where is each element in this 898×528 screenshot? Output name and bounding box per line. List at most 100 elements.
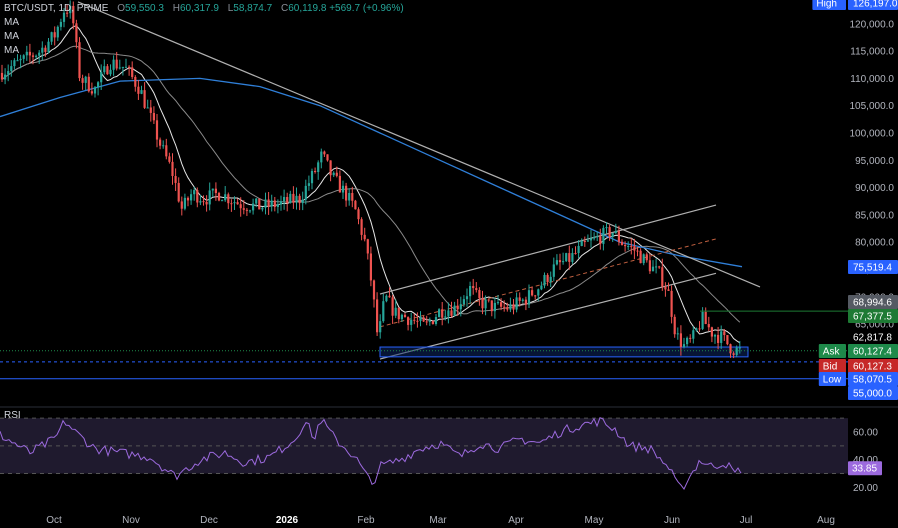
candle-body [199,201,202,203]
low-value: 58,874.7 [233,3,273,14]
candle-body [397,307,400,320]
candle-body [379,321,382,333]
price-label-value: 55,000.0 [853,389,892,400]
candle-body [230,203,233,205]
candle-body [723,331,726,336]
candle-body [304,185,307,200]
price-label-box [848,344,898,358]
price-label-box [848,295,898,309]
candle-body [686,337,689,345]
candle-body [10,66,13,72]
candle-body [676,333,679,335]
candle-body [75,23,78,43]
candle-body [279,201,283,205]
candle-body [633,246,636,251]
rsi-label[interactable]: RSI [4,410,21,421]
candle-body [78,42,81,79]
candle-body [552,264,555,277]
candle-body [292,193,295,203]
candle-body [59,21,62,27]
candle-body [211,188,214,191]
candle-body [363,234,366,240]
candle-body [190,194,193,201]
low-label: L [227,3,234,14]
candle-body [372,280,376,300]
candle-body [252,203,255,211]
candle-body [673,316,676,335]
candle-body [28,51,31,56]
candle-body [38,52,41,56]
y-tick-label: 100,000.0 [850,129,895,140]
x-tick-label: Mar [429,515,447,526]
open-value: 59,550.3 [125,3,164,14]
candle-body [295,195,298,203]
candle-body [233,202,236,204]
candle-body [484,299,487,309]
candle-body [422,317,425,322]
candle-body [720,331,723,343]
channel-upper [379,204,717,295]
symbol-label: BTC/USDT, 1D, PRIME [4,3,109,14]
price-label-box [848,0,898,10]
candle-body [540,285,543,290]
candle-body [667,289,670,291]
candle-body [196,190,199,203]
candle-body [394,307,397,316]
x-tick-label: Feb [357,515,375,526]
candle-body [704,311,707,325]
candle-body [568,253,571,262]
candle-body [627,246,630,248]
candle-body [205,201,208,205]
candle-body [698,328,701,330]
candle-body [310,170,314,184]
high-value: 60,317.9 [179,3,219,14]
candle-body [335,172,338,176]
price-label-box [848,260,898,274]
price-label-box [848,359,898,373]
x-tick-label: 2026 [276,515,299,526]
candle-body [19,58,22,61]
rsi-tick-label: 40.00 [853,455,878,466]
candle-body [444,316,447,318]
candle-body [465,296,469,300]
candle-body [66,12,69,14]
y-tick-label: 85,000.0 [855,210,894,221]
candle-body [115,59,118,69]
candle-body [583,241,586,243]
candle-body [118,67,121,69]
candle-body [472,286,475,289]
candle-body [289,193,292,203]
candle-body [109,69,112,75]
candle-body [456,305,459,310]
candle-body [143,90,146,108]
candle-body [354,200,357,210]
y-tick-label: 115,000.0 [850,47,894,58]
price-label-name: Ask [823,347,841,358]
candle-body [689,337,692,339]
ma-legend-2[interactable]: MA [4,31,19,42]
rsi-line [0,417,742,490]
candle-body [357,209,360,220]
candle-body [735,347,738,355]
candle-body [388,295,391,298]
candle-body [478,290,481,299]
rsi-value-label: 33.85 [852,464,877,475]
ma-legend-1[interactable]: MA [4,17,19,28]
candle-body [186,197,190,201]
candle-body [701,311,704,329]
candle-body [351,192,354,201]
candle-body [441,309,444,318]
candle-body [400,314,403,320]
candle-body [261,207,264,210]
candle-body [93,87,97,94]
candle-body [636,250,639,252]
price-label-value: 68,994.6 [853,298,892,309]
candle-body [434,317,438,324]
candle-body [338,175,341,193]
ma-legend-3[interactable]: MA [4,45,19,56]
y-tick-label: 110,000.0 [850,74,894,85]
candle-body [481,298,484,309]
candle-body [509,304,512,310]
candle-body [512,304,515,310]
